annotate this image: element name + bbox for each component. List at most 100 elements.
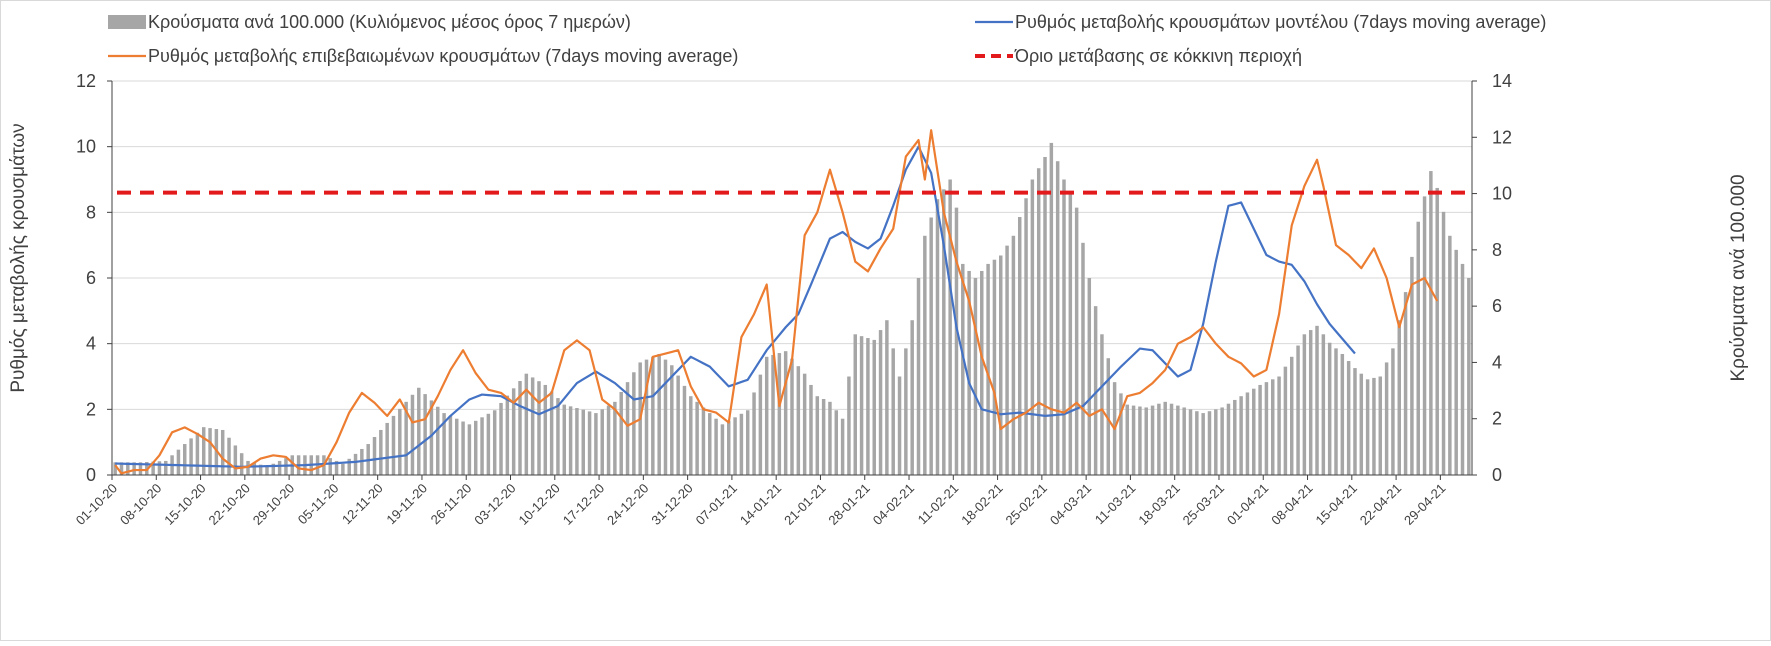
bar [1125,404,1129,475]
bar [1062,179,1066,475]
y-left-tick-label: 6 [86,268,96,288]
bar [1271,379,1275,475]
bar [625,382,630,475]
bar [847,376,851,475]
bar [1245,392,1250,475]
bar [790,358,794,475]
bar [511,388,516,475]
bar [587,411,592,475]
y-left-tick-label: 4 [86,334,96,354]
bar [853,334,857,475]
bar [897,376,902,475]
y-axis-left-title: Ρυθμός μεταβολής κρουσμάτων [8,123,29,392]
bar [227,437,231,475]
bar [1283,366,1288,475]
bar [391,415,396,475]
bar [113,462,117,475]
bar [119,462,124,475]
bar [208,428,212,475]
bar [1081,242,1085,475]
bar [1429,171,1433,475]
bar [556,398,560,475]
bar [183,444,187,475]
bar [1011,235,1016,475]
bar [923,235,927,475]
bar [1176,405,1180,475]
bar [1416,221,1420,475]
bar [809,384,813,475]
bar [961,263,965,475]
bar [1454,249,1458,475]
bar [1264,382,1269,475]
bar [277,460,282,475]
bar [1131,405,1136,475]
bar [195,432,200,475]
bar [480,417,484,475]
bar [663,359,668,475]
bar [916,278,921,475]
bar [1353,368,1357,475]
y-right-tick-label: 2 [1492,409,1502,429]
bar [568,406,573,475]
bar [220,429,225,475]
bar [891,348,895,475]
bar [575,408,579,475]
bar [1467,278,1471,475]
bar [606,405,611,475]
bar [758,374,763,475]
bar [1201,413,1205,475]
bar [239,453,244,475]
bar [600,409,604,475]
bar [467,424,472,475]
bar [828,401,832,475]
bar [1327,342,1332,475]
bar [530,377,535,475]
bar [935,199,940,475]
bar [385,422,389,475]
bar [708,413,712,475]
bar [1410,256,1414,475]
bar [347,458,351,475]
bar [613,401,617,475]
bar [745,410,750,475]
bar [1334,348,1338,475]
bar [980,270,984,475]
bar [505,395,510,475]
bar [1106,358,1111,475]
y-right-tick-label: 14 [1492,71,1512,91]
bar [1169,403,1174,475]
bar [543,384,548,475]
bar [132,462,136,475]
bar [1340,353,1345,475]
bar [271,463,276,475]
bar [537,381,541,475]
bar [398,408,402,475]
bar [644,359,649,475]
bar [764,356,769,475]
bar [866,338,870,475]
bar [1315,325,1319,475]
y-right-tick-label: 6 [1492,296,1502,316]
y-right-tick-label: 0 [1492,465,1502,485]
bar [783,351,788,475]
y-left-tick-label: 0 [86,465,96,485]
bar [954,207,959,475]
y-right-tick-label: 4 [1492,352,1502,372]
bar [942,189,946,475]
bar [341,463,345,475]
bar [1030,179,1035,475]
bar [676,375,680,475]
bar [499,402,503,475]
bar [524,373,529,475]
bar [1100,334,1104,475]
bar [1277,376,1281,475]
bar [1422,196,1427,475]
bar [872,339,876,475]
bar [379,429,383,475]
bar [157,461,162,475]
bar [1043,156,1047,476]
bar [695,401,699,475]
bar [1252,388,1256,475]
y-left-tick-label: 2 [86,399,96,419]
